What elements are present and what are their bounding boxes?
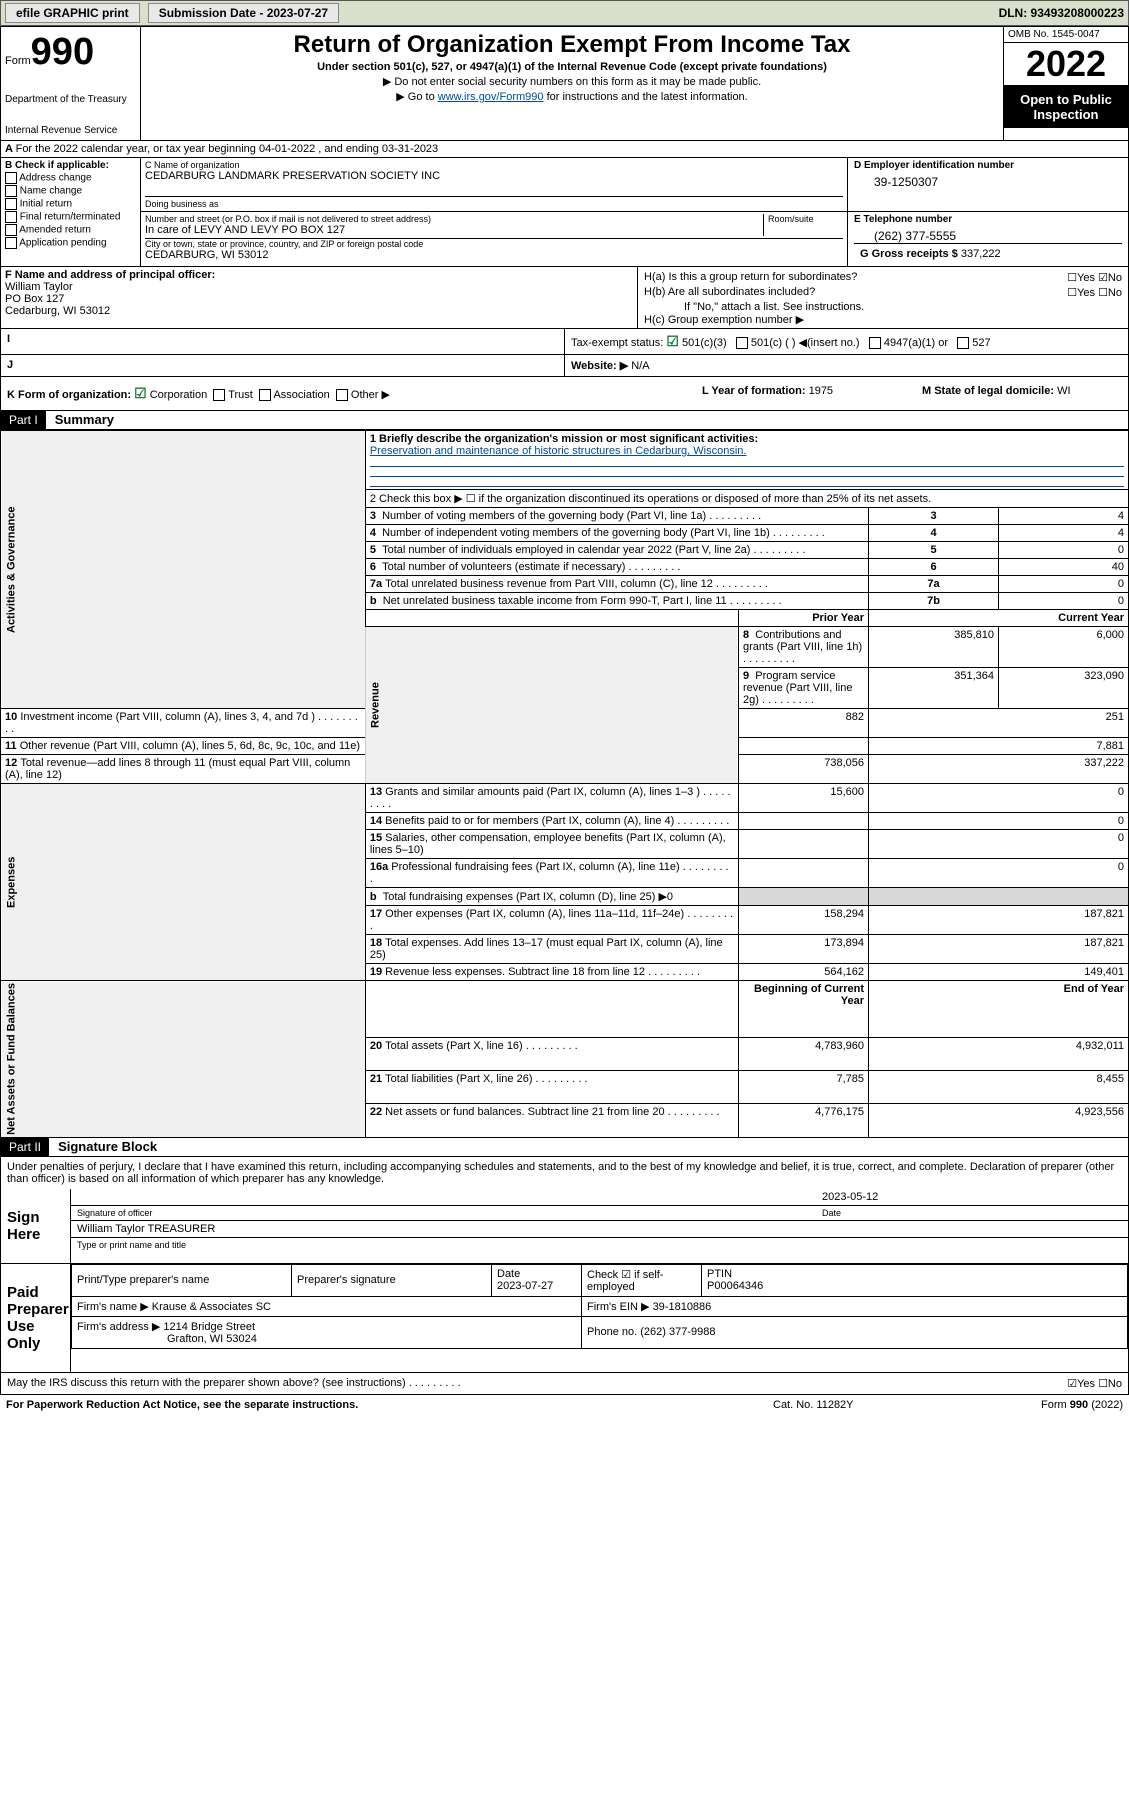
irs-link[interactable]: www.irs.gov/Form990 — [438, 91, 544, 103]
ha-answer[interactable]: ☐Yes ☑No — [1067, 271, 1122, 284]
cb-application-pending[interactable]: Application pending — [5, 237, 136, 249]
gross-receipts: G Gross receipts $ 337,222 — [854, 243, 1122, 264]
part2-header: Part II Signature Block — [0, 1138, 1129, 1157]
cb-527[interactable] — [957, 337, 969, 349]
hb-answer[interactable]: ☐Yes ☐No — [1067, 286, 1122, 299]
row-a-tax-year: A For the 2022 calendar year, or tax yea… — [0, 141, 1129, 158]
row-klm: K Form of organization: ☑ Corporation Tr… — [0, 377, 1129, 411]
section-b: B Check if applicable: Address change Na… — [1, 158, 141, 266]
cb-initial-return[interactable]: Initial return — [5, 198, 136, 210]
header-middle: Return of Organization Exempt From Incom… — [141, 27, 1003, 140]
cb-trust[interactable] — [213, 389, 225, 401]
note-ssn: ▶ Do not enter social security numbers o… — [147, 75, 997, 88]
part1-header: Part I Summary — [0, 411, 1129, 430]
address-box: Number and street (or P.O. box if mail i… — [141, 212, 848, 266]
form-subtitle: Under section 501(c), 527, or 4947(a)(1)… — [147, 61, 997, 73]
section-fh: F Name and address of principal officer:… — [0, 267, 1129, 329]
header-left: Form990 Department of the Treasury Inter… — [1, 27, 141, 140]
sign-here-label: Sign Here — [1, 1189, 71, 1263]
sidelabel-expenses: Expenses — [1, 784, 366, 981]
form-label: Form — [5, 55, 31, 67]
self-employed-check[interactable]: Check ☑ if self-employed — [582, 1264, 702, 1296]
irs-label: Internal Revenue Service — [5, 125, 136, 136]
section-h: H(a) Is this a group return for subordin… — [638, 267, 1128, 328]
cb-final-return[interactable]: Final return/terminated — [5, 211, 136, 223]
ein-box: D Employer identification number 39-1250… — [848, 158, 1128, 212]
sidelabel-netassets: Net Assets or Fund Balances — [1, 981, 366, 1138]
preparer-table: Print/Type preparer's name Preparer's si… — [71, 1264, 1128, 1349]
mission-text: Preservation and maintenance of historic… — [370, 445, 1124, 457]
dln-label: DLN: 93493208000223 — [999, 6, 1124, 20]
dept-label: Department of the Treasury — [5, 94, 136, 105]
section-cd: C Name of organization CEDARBURG LANDMAR… — [141, 158, 1128, 266]
efile-button[interactable]: efile GRAPHIC print — [5, 3, 140, 23]
section-f: F Name and address of principal officer:… — [1, 267, 638, 328]
section-bcdeg: B Check if applicable: Address change Na… — [0, 158, 1129, 267]
summary-table: Activities & Governance 1 Briefly descri… — [0, 430, 1129, 1138]
form-title: Return of Organization Exempt From Incom… — [147, 31, 997, 59]
note-goto: ▶ Go to www.irs.gov/Form990 for instruct… — [147, 90, 997, 103]
header-right: OMB No. 1545-0047 2022 Open to Public In… — [1003, 27, 1128, 140]
tax-year: 2022 — [1004, 43, 1128, 86]
cb-assoc[interactable] — [259, 389, 271, 401]
row-i: I Tax-exempt status: ☑ 501(c)(3) 501(c) … — [0, 329, 1129, 355]
page-footer: For Paperwork Reduction Act Notice, see … — [0, 1395, 1129, 1415]
omb-number: OMB No. 1545-0047 — [1004, 27, 1128, 43]
form-number: 990 — [31, 31, 94, 73]
paid-preparer-label: Paid Preparer Use Only — [1, 1264, 71, 1372]
cb-501c[interactable] — [736, 337, 748, 349]
cb-4947[interactable] — [869, 337, 881, 349]
cb-corp[interactable]: ☑ — [134, 385, 147, 401]
row-j: J Website: ▶ N/A — [0, 355, 1129, 377]
penalties-text: Under penalties of perjury, I declare th… — [1, 1157, 1128, 1189]
telephone-box: E Telephone number (262) 377-5555 G Gros… — [848, 212, 1128, 266]
signature-block: Under penalties of perjury, I declare th… — [0, 1157, 1129, 1395]
sidelabel-revenue: Revenue — [365, 627, 738, 784]
sidelabel-activities: Activities & Governance — [1, 431, 366, 709]
open-public-badge: Open to Public Inspection — [1004, 86, 1128, 128]
form-header: Form990 Department of the Treasury Inter… — [0, 26, 1129, 141]
cb-other[interactable] — [336, 389, 348, 401]
cb-name-change[interactable]: Name change — [5, 185, 136, 197]
org-name-box: C Name of organization CEDARBURG LANDMAR… — [141, 158, 848, 212]
submission-date-button[interactable]: Submission Date - 2023-07-27 — [148, 3, 339, 23]
cb-address-change[interactable]: Address change — [5, 172, 136, 184]
cb-501c3[interactable]: ☑ — [666, 333, 679, 349]
cb-amended[interactable]: Amended return — [5, 224, 136, 236]
top-bar: efile GRAPHIC print Submission Date - 20… — [0, 0, 1129, 26]
discuss-answer[interactable]: ☑Yes ☐No — [972, 1377, 1122, 1390]
